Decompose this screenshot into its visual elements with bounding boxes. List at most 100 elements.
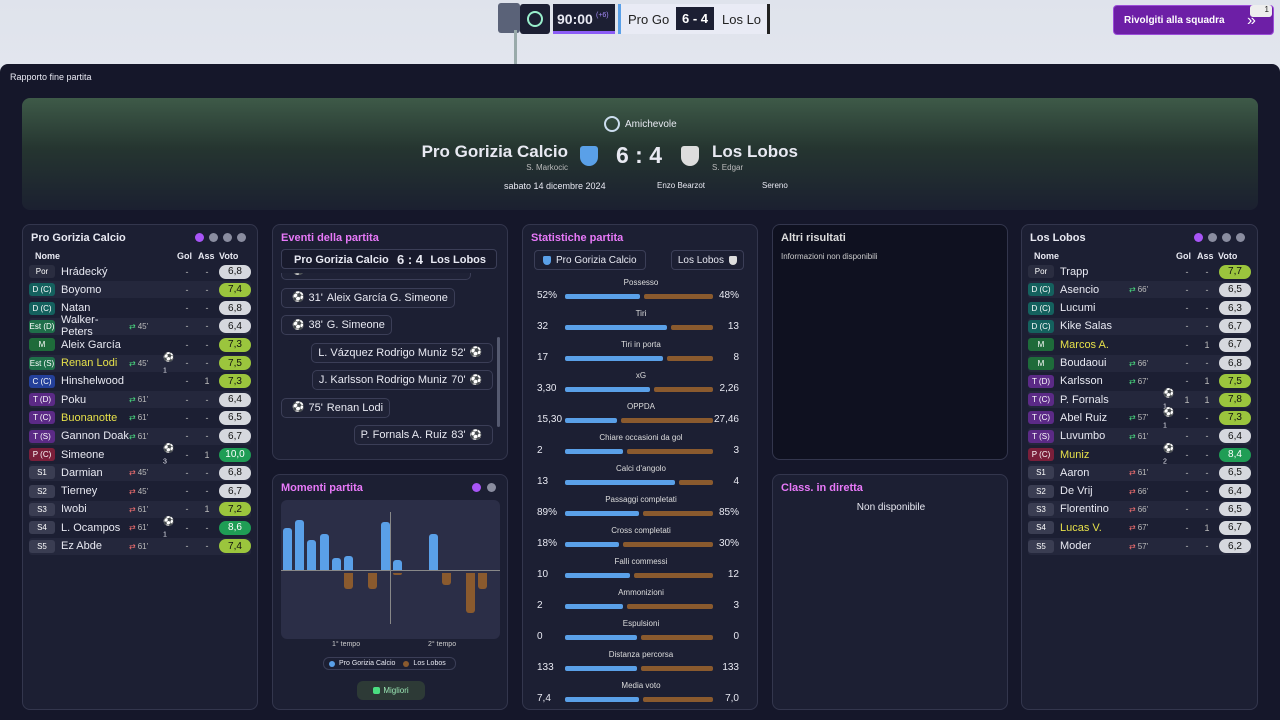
player-name: Boyomo: [61, 283, 102, 296]
sub-cell: ⇄ 61': [129, 413, 163, 422]
rating: 7,4: [219, 539, 251, 553]
player-name: Hrádecký: [61, 265, 108, 278]
sub-arrow: ⇄: [1129, 413, 1136, 423]
best-button[interactable]: Migliori: [357, 681, 425, 700]
away-value: 27,46: [713, 414, 739, 425]
goals: -: [1185, 266, 1189, 277]
away-value: 30%: [718, 538, 739, 549]
sub-arrow: ⇄: [1129, 468, 1136, 478]
moments-panel: Momenti partita 1° tempo 2° tempo Pro Goriz…: [272, 474, 508, 710]
crest: [543, 255, 551, 265]
sub-minute: 61': [137, 541, 149, 551]
event-item: L. Vázquez Rodrigo Muniz 52' ⚽: [311, 342, 493, 363]
position: T (D): [1028, 374, 1054, 388]
rating: 6,5: [1219, 282, 1251, 297]
sub-minute: 57': [1137, 413, 1149, 423]
goals: -: [185, 358, 189, 368]
sub-arrow: ⇄: [129, 541, 136, 551]
goal-icon: ⚽: [292, 402, 305, 413]
player-name: Lucumi: [1060, 302, 1096, 315]
team-talk-button[interactable]: Rivolgiti alla squadra » 1: [1113, 5, 1274, 35]
assists: 1: [1204, 376, 1210, 387]
sub-cell: ⇄ 45': [129, 322, 163, 331]
away-value: 2,26: [719, 383, 739, 394]
rating: 6,8: [1219, 356, 1251, 370]
player-name: Ez Abde: [61, 540, 102, 552]
sub-cell: ⇄ 61': [129, 505, 163, 514]
stat-label: Espulsioni: [622, 619, 660, 628]
minute: 83': [451, 429, 466, 441]
position: T (S): [1028, 429, 1054, 443]
home-manager: S. Markocic: [526, 163, 568, 172]
goal-cell: ⚽1: [1163, 388, 1177, 411]
page-dot: [209, 233, 218, 242]
rating: 6,4: [219, 392, 251, 407]
home-stat-bar: [565, 666, 637, 671]
assists: -: [1205, 303, 1209, 314]
stat-label: Passaggi completati: [605, 495, 677, 504]
away-moment-bar: [466, 573, 475, 613]
home-stat-bar: [565, 325, 668, 330]
rating: 6,5: [1219, 502, 1251, 517]
assists: -: [205, 431, 209, 442]
rating: 8,6: [219, 520, 251, 535]
rating: 6,7: [1219, 319, 1251, 334]
position: D (C): [29, 301, 55, 315]
assists: -: [205, 321, 209, 332]
player-row: T (C) Abel Ruiz ⇄ 57' ⚽1- -7,3: [1028, 407, 1251, 430]
event-item: ⚽ 27' G. Simeone A. Hinshelwood: [281, 273, 471, 280]
away-stat-bar: [641, 666, 713, 671]
event-text: Aleix García G. Simeone: [326, 291, 448, 304]
minute: 38': [308, 319, 323, 331]
rating: 6,4: [1219, 429, 1251, 444]
home-moment-bar: [392, 560, 402, 570]
rating: 7,2: [219, 502, 251, 517]
rating: 7,3: [219, 374, 251, 389]
rating: 6,4: [1219, 484, 1251, 499]
player-name: De Vrij: [1060, 485, 1093, 498]
player-name: Buonanotte: [61, 411, 118, 424]
away-value: 8: [733, 352, 739, 363]
sub-arrow: ⇄: [129, 504, 136, 514]
sub-minute: 61': [137, 395, 149, 405]
sub-cell: ⇄ 66': [1129, 285, 1163, 294]
goal-count: 3: [163, 458, 167, 466]
rating: 7,3: [1219, 410, 1251, 425]
goals: -: [185, 467, 189, 478]
rating: 10,0: [219, 447, 251, 462]
time: 90:00: [557, 11, 593, 27]
player-name: Marcos A.: [1060, 338, 1109, 351]
rating: 6,8: [219, 301, 251, 316]
rating: 6,7: [1219, 337, 1251, 352]
home-ratings-panel: Pro Gorizia Calcio Nome Gol Ass Voto Por Hráde…: [22, 224, 258, 710]
button-label: Rivolgiti alla squadra: [1124, 15, 1225, 26]
sub-cell: ⇄ 66': [1129, 505, 1163, 514]
message: Non disponibile: [856, 502, 926, 513]
sub-minute: 66': [1137, 504, 1149, 514]
event-item: ⚽ 31' Aleix García G. Simeone: [281, 287, 455, 308]
rating: 6,5: [219, 410, 251, 425]
home-stat-bar: [565, 294, 640, 299]
date: sabato 14 dicembre 2024: [504, 181, 606, 191]
away-team: Los Lobos: [712, 142, 798, 161]
player-name: Lucas V.: [1060, 521, 1102, 534]
position: Por: [29, 265, 55, 278]
assists: -: [205, 394, 209, 405]
goals: -: [1185, 449, 1189, 460]
column-header: Ass: [1197, 251, 1214, 261]
player-row: D (C) Asencio ⇄ 66' - -6,5: [1028, 281, 1251, 299]
position: D (C): [1028, 283, 1054, 297]
position: T (C): [29, 411, 55, 425]
other-results-panel: Altri risultati Informazioni non disponi…: [772, 224, 1008, 460]
goal-icon: ⚽: [163, 351, 175, 362]
away-stat-bar: [626, 604, 713, 609]
position: S5: [29, 539, 55, 553]
home-team: Pro Gorizia Calcio: [294, 254, 389, 266]
goal-count: 1: [1163, 422, 1167, 430]
sub-cell: ⇄ 66': [1129, 487, 1163, 496]
player-row: S3 Florentino ⇄ 66' - -6,5: [1028, 500, 1251, 518]
assists: -: [1205, 431, 1209, 442]
away-value: 13: [727, 321, 739, 332]
sub-arrow: ⇄: [1129, 541, 1136, 551]
goal-icon: ⚽: [292, 319, 305, 331]
